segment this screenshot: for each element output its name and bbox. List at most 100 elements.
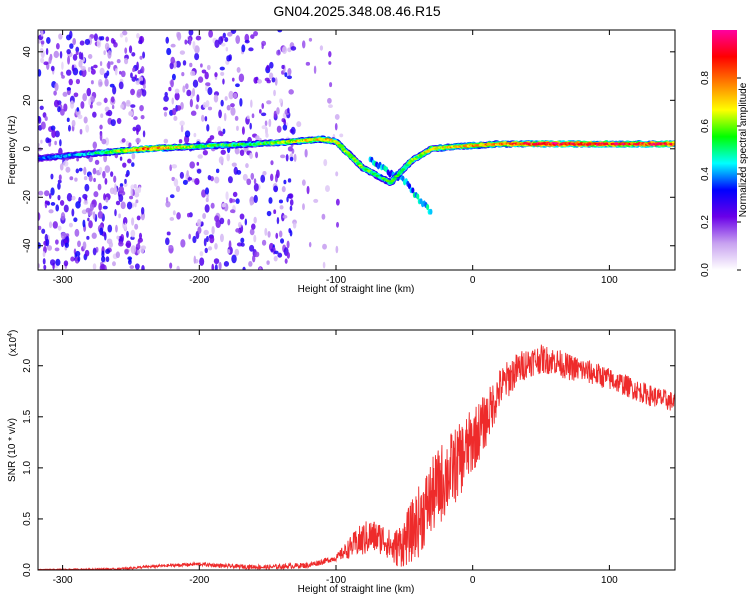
spectrogram-noise-point <box>187 212 191 218</box>
spectrogram-noise-point <box>83 166 87 176</box>
spectrogram-noise-point <box>110 96 115 103</box>
spectrogram-noise-point <box>48 193 52 200</box>
spectrogram-y-tick-label: -40 <box>22 238 33 253</box>
spectrogram-noise-point <box>130 72 133 79</box>
spectrogram-noise-point <box>176 265 180 270</box>
spectrogram-noise-point <box>176 32 182 41</box>
spectrogram-noise-point <box>121 30 128 36</box>
spectrogram-noise-point <box>209 235 215 244</box>
spectrogram-noise-point <box>271 77 276 83</box>
spectrogram-noise-point <box>171 164 178 169</box>
spectrogram-noise-point <box>99 124 103 130</box>
spectrogram-noise-point <box>54 140 57 146</box>
spectrogram-noise-point <box>103 72 108 79</box>
spectrogram-noise-point <box>176 212 181 220</box>
spectrogram-y-tick-label: -20 <box>22 190 33 205</box>
spectrogram-noise-point <box>235 198 240 204</box>
spectrogram-noise-point <box>214 176 220 184</box>
spectrogram-noise-point <box>44 116 48 121</box>
spectrogram-noise-point <box>231 77 235 82</box>
colorbar-tick-label: 0.4 <box>700 167 711 181</box>
spectrogram-noise-point <box>246 115 250 120</box>
spectrogram-noise-point <box>87 66 91 73</box>
spectrogram-noise-point <box>66 117 70 123</box>
spectrogram-noise-point <box>53 90 57 96</box>
spectrogram-noise-point <box>185 83 189 90</box>
spectrogram-noise-point <box>138 232 143 240</box>
snr-marks <box>38 344 675 570</box>
spectrogram-noise-point <box>266 64 270 71</box>
spectrogram-noise-point <box>174 88 180 94</box>
spectrogram-noise-point <box>61 61 64 70</box>
spectrogram-noise-point <box>259 109 262 114</box>
spectrogram-noise-point <box>193 255 197 264</box>
spectrogram-noise-point <box>57 194 61 201</box>
spectrogram-noise-point <box>241 44 246 53</box>
spectrogram-noise-point <box>120 70 126 78</box>
spectrogram-noise-point <box>196 168 202 174</box>
spectrogram-noise-point <box>93 64 98 69</box>
spectrogram-noise-point <box>87 53 93 60</box>
spectrogram-noise-point <box>142 84 146 89</box>
spectrogram-noise-point <box>70 100 75 109</box>
spectrogram-noise-point <box>61 75 65 79</box>
spectrogram-noise-point <box>91 232 97 239</box>
snr-y-label: SNR (10 * v/v) <box>7 418 18 482</box>
spectrogram-noise-point <box>79 128 83 135</box>
spectrogram-noise-point <box>226 104 231 111</box>
spectrogram-noise-point <box>68 78 73 86</box>
spectrogram-noise-point <box>166 47 172 56</box>
spectrogram-noise-point <box>105 248 111 255</box>
spectrogram-noise-point <box>180 239 186 248</box>
spectrogram-y-label: Frequency (Hz) <box>7 116 18 185</box>
spectrogram-noise-point <box>174 92 180 101</box>
spectrogram-noise-point <box>85 207 91 213</box>
spectrogram-noise-point <box>38 143 41 147</box>
spectrogram-noise-point <box>39 105 44 110</box>
spectrogram-noise-point <box>140 207 145 215</box>
spectrogram-noise-point <box>164 91 168 97</box>
spectrogram-noise-point <box>135 199 139 204</box>
spectrogram-noise-point <box>214 243 218 250</box>
spectrogram-noise-point <box>304 148 308 158</box>
spectrogram-noise-point <box>199 257 205 266</box>
spectrogram-noise-point <box>208 30 213 38</box>
spectrogram-noise-point <box>103 154 108 163</box>
spectrogram-noise-point <box>38 190 44 196</box>
spectrogram-noise-point <box>110 119 116 127</box>
spectrogram-noise-point <box>264 120 268 127</box>
spectrogram-noise-point <box>173 115 178 122</box>
spectrogram-noise-point <box>196 161 200 166</box>
spectrogram-noise-point <box>250 172 255 180</box>
spectrogram-noise-point <box>211 225 215 235</box>
spectrogram-noise-point <box>228 240 232 249</box>
spectrogram-noise-point <box>74 177 78 182</box>
spectrogram-noise-point <box>189 98 193 108</box>
spectrogram-noise-point <box>214 39 220 48</box>
spectrogram-noise-point <box>38 263 41 269</box>
spectrogram-noise-point <box>244 39 250 44</box>
spectrogram-noise-point <box>207 246 213 251</box>
spectrogram-noise-point <box>107 224 113 233</box>
spectrogram-noise-point <box>57 106 61 113</box>
spectrogram-noise-point <box>287 107 290 114</box>
spectrogram-noise-point <box>279 205 284 210</box>
spectrogram-noise-point <box>38 116 42 124</box>
spectrogram-noise-point <box>125 240 132 249</box>
spectrogram-noise-point <box>82 219 86 228</box>
spectrogram-noise-point <box>89 103 93 109</box>
spectrogram-y-tick-label: 0 <box>22 146 33 152</box>
spectrogram-noise-point <box>135 80 141 85</box>
spectrogram-track-point <box>389 181 394 185</box>
colorbar-axis: 0.0 0.2 0.4 0.6 0.8 <box>700 71 741 277</box>
spectrogram-noise-point <box>82 93 88 102</box>
spectrogram-noise-point <box>328 50 332 58</box>
spectrogram-noise-point <box>288 228 292 234</box>
snr-multiplier: (x104) <box>7 330 19 357</box>
spectrogram-frame <box>37 29 676 271</box>
spectrogram-noise-point <box>104 42 110 51</box>
spectrogram-noise-point <box>182 179 188 185</box>
spectrogram-noise-point <box>116 58 121 64</box>
spectrogram-noise-point <box>50 202 56 206</box>
spectrogram-noise-point <box>296 121 302 128</box>
